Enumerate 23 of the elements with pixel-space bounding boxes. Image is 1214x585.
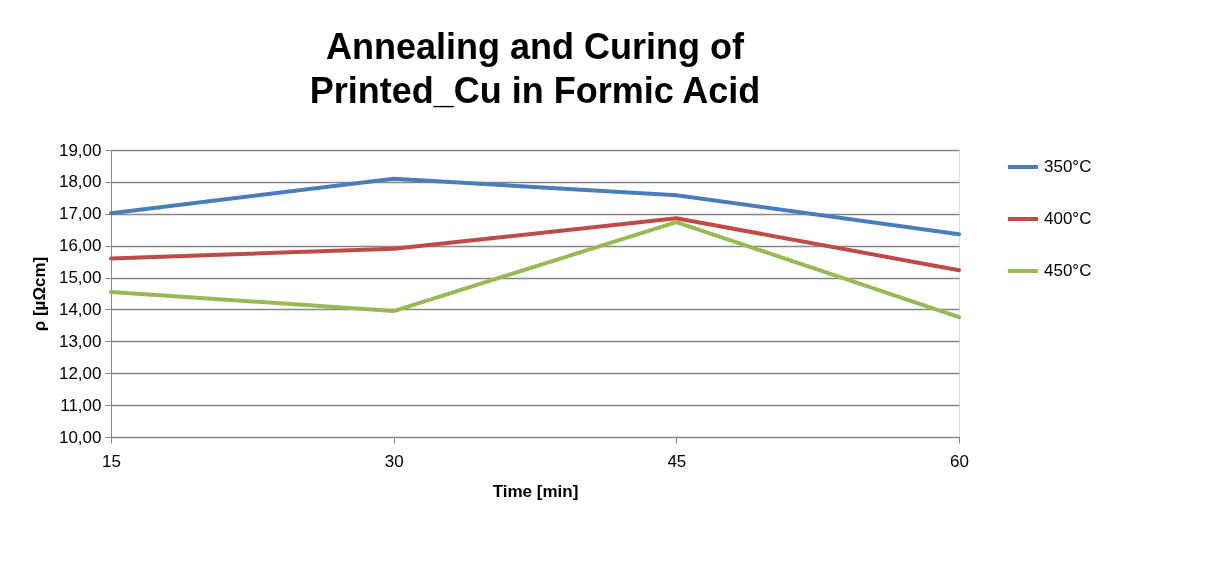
y-tick-label: 17,00	[58, 204, 102, 224]
y-tick-label: 13,00	[58, 331, 102, 351]
legend-label: 400°C	[1044, 209, 1092, 228]
x-tick-label: 30	[384, 451, 404, 471]
y-tick-label: 16,00	[58, 236, 102, 256]
y-tick-label: 18,00	[58, 172, 102, 192]
x-axis-title: Time [min]	[492, 481, 579, 501]
chart-title: Annealing and Curing of Printed_Cu in Formic Acid	[309, 26, 761, 111]
x-tick-label: 15	[102, 451, 121, 471]
y-tick-label: 11,00	[60, 395, 102, 415]
y-tick-label: 15,00	[58, 268, 102, 288]
y-axis-title: ρ [µΩcm]	[29, 256, 49, 332]
line-series	[109, 176, 961, 237]
y-tick-label: 10,00	[58, 427, 102, 447]
y-tick-label: 14,00	[58, 299, 102, 319]
line-series	[109, 216, 961, 273]
y-tick-label: 12,00	[58, 363, 102, 383]
legend-label: 450°C	[1044, 261, 1092, 280]
x-tick-label: 45	[667, 451, 687, 471]
legend-label: 350°C	[1044, 157, 1092, 176]
x-tick-label: 60	[950, 451, 969, 471]
y-tick-label: 19,00	[58, 140, 102, 160]
line-series	[109, 220, 961, 320]
